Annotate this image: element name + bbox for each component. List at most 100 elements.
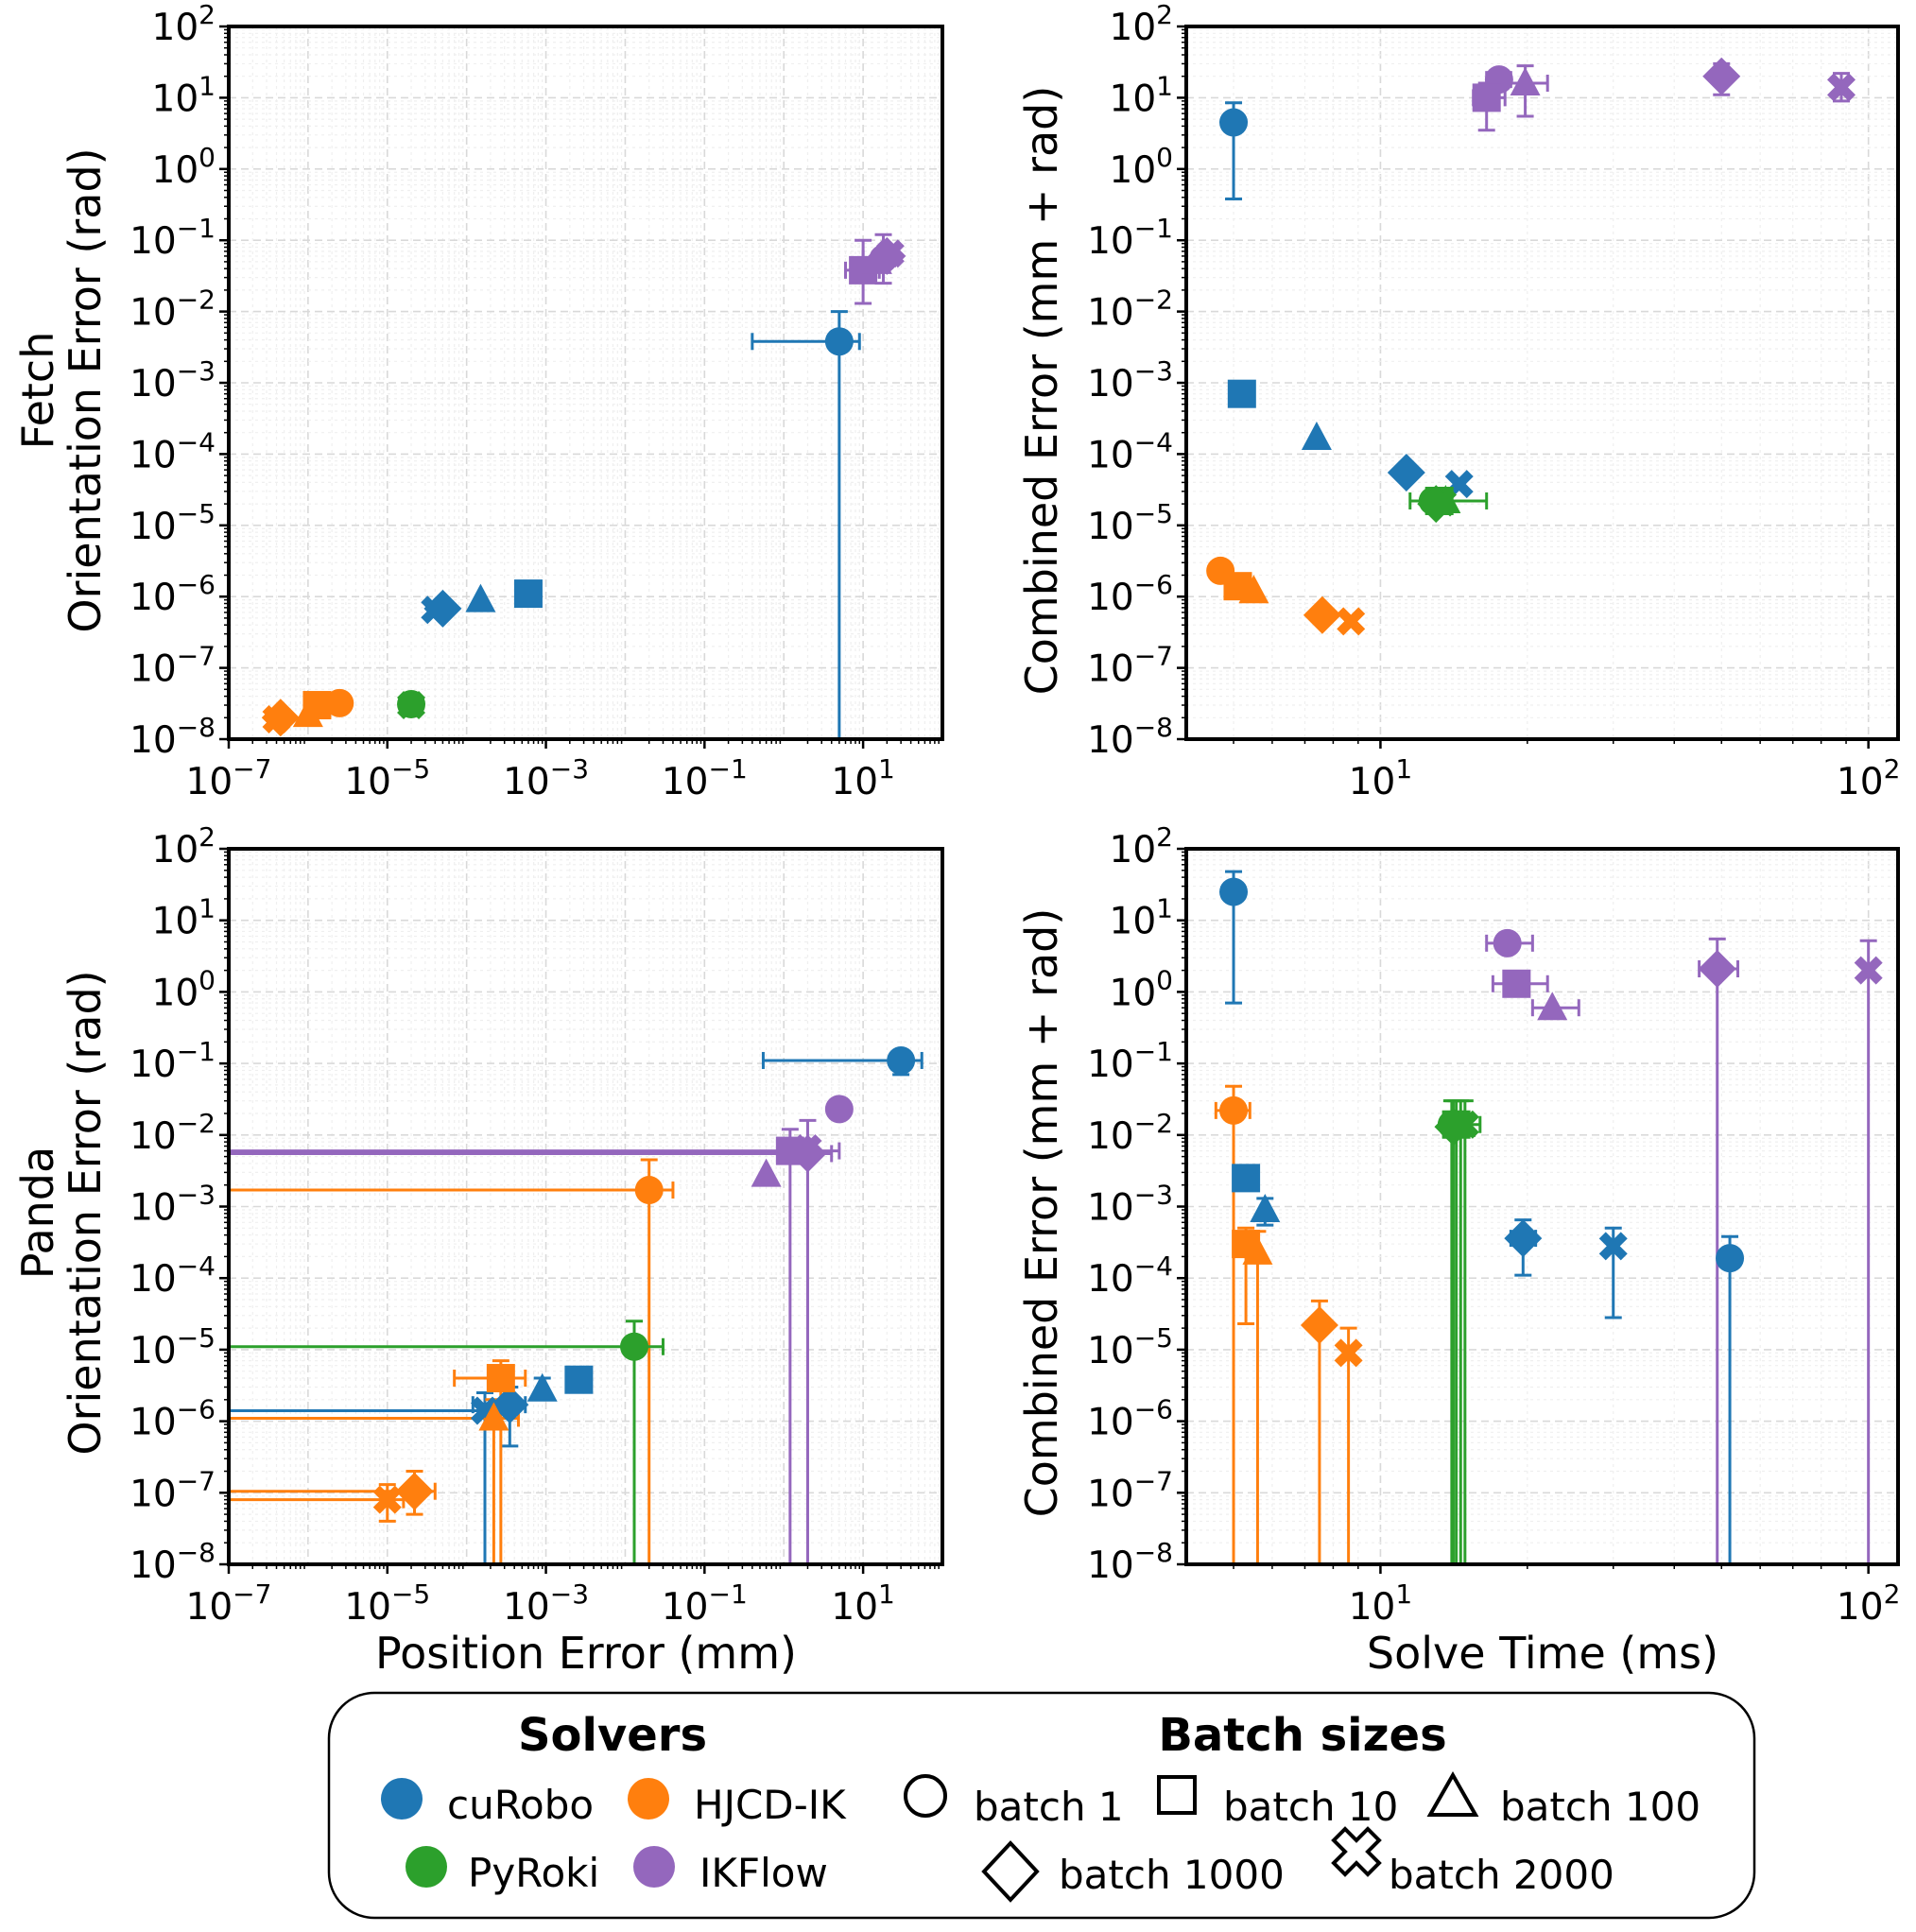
legend-batch2000-marker	[1331, 1826, 1382, 1877]
data-points	[1219, 877, 1883, 1368]
point-curobo-batch-1	[1219, 877, 1249, 906]
y-tick-label: 10−5	[1087, 1322, 1173, 1372]
x-tick-label: 10−7	[186, 1578, 272, 1629]
point-hjcd-ik-batch-10	[486, 1364, 515, 1393]
y-tick-label: 10−4	[1087, 1251, 1173, 1301]
x-tick-label: 101	[831, 753, 894, 803]
y-tick-label: 10−4	[129, 426, 216, 476]
legend-batch1000-marker	[981, 1840, 1040, 1903]
y-tick-label: 10−7	[1087, 641, 1173, 691]
plot-fetch-position-vs-orientation: 10−810−710−610−510−410−310−210−110010110…	[129, 0, 944, 803]
fetch-right-ylabel: Combined Error (mm + rad)	[1016, 86, 1067, 696]
point-curobo-batch-100	[1301, 422, 1332, 451]
y-tick-label: 10−5	[129, 1322, 216, 1372]
y-tick-label: 10−5	[1087, 498, 1173, 548]
point-pyroki-batch-1	[620, 1332, 649, 1361]
data-points	[372, 1045, 916, 1514]
point-curobo-batch-1000	[1387, 453, 1425, 492]
plot-fetch-time-vs-combined: 10−810−710−610−510−410−310−210−110010110…	[1087, 0, 1900, 803]
x-ticks: 10−7 10−5 10−3 10−1 101	[186, 1564, 940, 1629]
y-tick-label: 10−1	[1087, 1036, 1173, 1086]
point-hjcd-ik-batch-2000	[372, 1485, 402, 1514]
legend-batch1000-label: batch 1000	[1059, 1852, 1285, 1898]
panda-ylabel-robot: Panda	[12, 1147, 63, 1279]
point-curobo-batch-1	[1219, 108, 1249, 137]
data-points	[1206, 57, 1856, 636]
point-hjcd-ik-batch-100	[478, 1402, 509, 1431]
y-tick-label: 100	[1110, 142, 1173, 192]
x-tick-label: 101	[1349, 753, 1412, 803]
error-bars	[1214, 870, 1877, 1566]
y-tick-label: 10−1	[129, 213, 216, 263]
legend-batch-title: Batch sizes	[1158, 1709, 1446, 1762]
legend-batch1-marker	[904, 1774, 947, 1818]
y-tick-label: 10−2	[1087, 1108, 1173, 1158]
y-tick-label: 102	[1110, 821, 1173, 871]
point-ikflow-batch-1000	[1698, 950, 1736, 989]
point-hjcd-ik-batch-2000	[1337, 607, 1366, 636]
point-hjcd-ik-batch-1	[1219, 1095, 1249, 1125]
point-ikflow-batch-1000	[1702, 57, 1741, 95]
point-hjcd-ik-batch-1000	[395, 1472, 434, 1510]
y-tick-label: 10−2	[129, 1108, 216, 1158]
point-curobo-batch-10	[564, 1365, 594, 1394]
x-ticks: 101 102	[1233, 739, 1900, 803]
legend-ikflow-label: IKFlow	[699, 1850, 828, 1896]
legend-pyroki-label: PyRoki	[468, 1850, 599, 1896]
legend-batch1-label: batch 1	[974, 1784, 1124, 1830]
point-curobo-batch-2000	[421, 595, 450, 625]
xlabel-position-error: Position Error (mm)	[375, 1628, 797, 1679]
y-tick-label: 10−6	[1087, 1394, 1173, 1444]
point-hjcd-ik-batch-2000	[262, 704, 291, 733]
y-tick-label: 10−8	[1087, 1537, 1173, 1587]
y-tick-label: 102	[1110, 0, 1173, 49]
x-tick-label: 10−5	[344, 1578, 430, 1629]
plot-panda-time-vs-combined: 10−810−710−610−510−410−310−210−110010110…	[1087, 821, 1900, 1629]
legend-hjcd-swatch	[628, 1778, 669, 1820]
x-tick-label: 10−1	[662, 1578, 748, 1629]
point-hjcd-ik-batch-100	[1242, 1235, 1273, 1265]
x-tick-label: 101	[1349, 1578, 1412, 1629]
point-curobo-batch-1000	[1504, 1219, 1543, 1258]
y-tick-label: 100	[152, 142, 216, 192]
legend-batch100-marker	[1426, 1770, 1479, 1817]
point-ikflow-batch-2000	[793, 1133, 822, 1163]
y-tick-label: 10−7	[1087, 1465, 1173, 1515]
point-ikflow-batch-100	[1537, 992, 1568, 1021]
y-tick-label: 10−4	[1087, 426, 1173, 476]
y-tick-label: 10−6	[129, 569, 216, 619]
point-pyroki-batch-2000	[1450, 1110, 1479, 1139]
fetch-ylabel-robot: Fetch	[12, 332, 63, 450]
point-hjcd-ik-batch-1000	[1300, 1305, 1338, 1344]
point-ikflow-batch-2000	[875, 239, 905, 268]
point-hjcd-ik-batch-1	[634, 1176, 664, 1205]
legend-solvers-title: Solvers	[518, 1709, 707, 1762]
point-curobo-batch-10	[1232, 1164, 1261, 1193]
point-curobo-batch-1000	[491, 1386, 529, 1424]
point-ikflow-batch-10	[1472, 83, 1501, 112]
x-tick-label: 10−5	[344, 753, 430, 803]
y-ticks: 10−8 10−7 10−6 10−5 10−4 10−3 10−2 10−1 100 101 10…	[1087, 0, 1186, 762]
y-tick-label: 10−2	[129, 285, 216, 335]
y-tick-label: 10−8	[1087, 712, 1173, 762]
point-hjcd-ik-batch-100	[292, 699, 323, 728]
y-tick-label: 102	[152, 821, 216, 871]
legend-batch10-marker	[1157, 1775, 1197, 1815]
y-tick-label: 101	[152, 893, 216, 943]
legend-curobo-label: cuRobo	[447, 1782, 594, 1828]
x-tick-label: 10−1	[662, 753, 748, 803]
point-ikflow-batch-2000	[1854, 956, 1883, 985]
y-tick-label: 102	[152, 0, 216, 49]
y-tick-label: 10−2	[1087, 285, 1173, 335]
point-ikflow-batch-1	[824, 1095, 854, 1124]
point-pyroki-batch-2000	[1428, 488, 1458, 517]
point-curobo-batch-10	[1227, 379, 1256, 408]
y-tick-label: 10−6	[129, 1394, 216, 1444]
x-tick-label: 10−7	[186, 753, 272, 803]
point-curobo-batch-10	[513, 579, 543, 609]
point-hjcd-ik-batch-1	[325, 688, 354, 717]
point-hjcd-ik-batch-1000	[1303, 595, 1341, 634]
y-tick-label: 10−4	[129, 1251, 216, 1301]
x-tick-label: 102	[1837, 1578, 1900, 1629]
